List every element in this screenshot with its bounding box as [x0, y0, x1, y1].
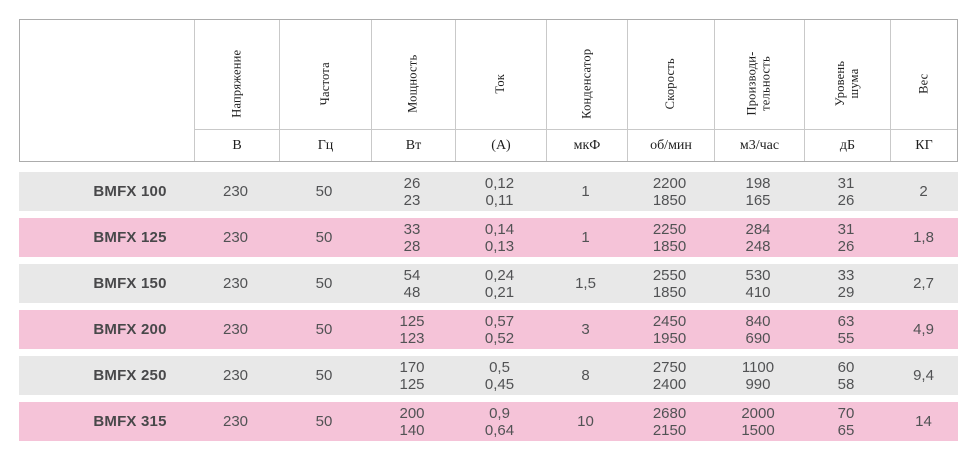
column-header-label: Вес	[916, 73, 931, 94]
unit-cell: В	[194, 129, 279, 161]
model-cell: BMFX 100	[93, 183, 167, 200]
model-cell: BMFX 315	[93, 413, 167, 430]
value-cell: 2250 1850	[652, 220, 687, 255]
column-header-label: Мощность	[405, 54, 420, 113]
value-cell: 2450 1950	[652, 312, 687, 347]
column-header-label: Частота	[317, 61, 332, 106]
value-cell: 0,9 0,64	[484, 404, 515, 439]
value-cell: 200 140	[399, 404, 425, 439]
unit-cell: об/мин	[627, 129, 714, 161]
column-header-cell: Вес	[890, 20, 957, 129]
table-row: BMFX 200 230 50 125 123 0,57 0,52 3 2450 1950 8…	[19, 310, 958, 349]
value-cell: 1	[581, 183, 590, 200]
value-cell: 2	[919, 183, 928, 200]
column-header-cell: Напряжение	[194, 20, 279, 129]
column-header-cell: Производи- тельность	[714, 20, 804, 129]
value-cell: 230	[222, 229, 249, 246]
value-cell: 3	[581, 321, 590, 338]
table-row: BMFX 150 230 50 54 48 0,24 0,21 1,5 2550 1850 5…	[19, 264, 958, 303]
model-cell: BMFX 150	[93, 275, 167, 292]
value-cell: 33 29	[837, 266, 855, 301]
value-cell: 2200 1850	[652, 174, 687, 209]
unit-cell: (А)	[455, 129, 546, 161]
value-cell: 60 58	[837, 358, 855, 393]
table-body: BMFX 100 230 50 26 23 0,12 0,11 1 2200 1850 198…	[19, 172, 958, 448]
value-cell: 284 248	[745, 220, 771, 255]
column-header-label: Конденсатор	[579, 48, 594, 119]
value-cell: 26 23	[403, 174, 421, 209]
value-cell: 70 65	[837, 404, 855, 439]
value-cell: 0,14 0,13	[484, 220, 515, 255]
column-header-cell: Частота	[279, 20, 371, 129]
value-cell: 230	[222, 275, 249, 292]
value-cell: 31 26	[837, 174, 855, 209]
value-cell: 125 123	[399, 312, 425, 347]
value-cell: 14	[915, 413, 932, 430]
column-header-label: Ток	[493, 73, 508, 94]
value-cell: 8	[581, 367, 590, 384]
value-cell: 50	[315, 275, 333, 292]
value-cell: 2,7	[913, 275, 934, 292]
value-cell: 50	[315, 367, 333, 384]
value-cell: 230	[222, 413, 249, 430]
value-cell: 198 165	[745, 174, 771, 209]
unit-cell: дБ	[804, 129, 890, 161]
column-header-label: Скорость	[663, 57, 678, 110]
column-header-cell: Уровень шума	[804, 20, 890, 129]
value-cell: 230	[222, 367, 249, 384]
value-cell: 9,4	[913, 367, 934, 384]
column-header-cell: Конденсатор	[546, 20, 627, 129]
value-cell: 50	[315, 183, 333, 200]
value-cell: 530 410	[745, 266, 771, 301]
value-cell: 33 28	[403, 220, 421, 255]
column-header-cell: Ток	[455, 20, 546, 129]
value-cell: 230	[222, 183, 249, 200]
value-cell: 0,24 0,21	[484, 266, 515, 301]
column-header-label: Производи- тельность	[744, 51, 773, 116]
column-header-label: Напряжение	[229, 49, 244, 118]
model-cell: BMFX 250	[93, 367, 167, 384]
value-cell: 2000 1500	[741, 404, 775, 439]
value-cell: 1,8	[913, 229, 934, 246]
unit-cell: Гц	[279, 129, 371, 161]
table-header: Напряжение Частота Мощность Ток Конденсатор С…	[19, 19, 958, 162]
value-cell: 63 55	[837, 312, 855, 347]
unit-cell: мкФ	[546, 129, 627, 161]
value-cell: 170 125	[399, 358, 425, 393]
model-cell: BMFX 125	[93, 229, 167, 246]
column-header-label: Уровень шума	[832, 60, 861, 107]
unit-cell: Вт	[371, 129, 455, 161]
value-cell: 0,12 0,11	[484, 174, 515, 209]
value-cell: 1,5	[575, 275, 596, 292]
unit-cell: м3/час	[714, 129, 804, 161]
table-row: BMFX 315 230 50 200 140 0,9 0,64 10 2680 2150 2…	[19, 402, 958, 441]
value-cell: 0,5 0,45	[484, 358, 515, 393]
table-row: BMFX 125 230 50 33 28 0,14 0,13 1 2250 1850 284…	[19, 218, 958, 257]
value-cell: 840 690	[745, 312, 771, 347]
value-cell: 50	[315, 321, 333, 338]
corner-cell	[20, 20, 194, 161]
table-row: BMFX 100 230 50 26 23 0,12 0,11 1 2200 1850 198…	[19, 172, 958, 211]
table-row: BMFX 250 230 50 170 125 0,5 0,45 8 2750 2400 11…	[19, 356, 958, 395]
value-cell: 50	[315, 413, 333, 430]
value-cell: 1100 990	[741, 358, 775, 393]
value-cell: 50	[315, 229, 333, 246]
value-cell: 0,57 0,52	[484, 312, 515, 347]
unit-cell: КГ	[890, 129, 957, 161]
value-cell: 4,9	[913, 321, 934, 338]
value-cell: 54 48	[403, 266, 421, 301]
value-cell: 10	[577, 413, 594, 430]
value-cell: 2550 1850	[652, 266, 687, 301]
value-cell: 1	[581, 229, 590, 246]
model-cell: BMFX 200	[93, 321, 167, 338]
column-header-cell: Мощность	[371, 20, 455, 129]
value-cell: 230	[222, 321, 249, 338]
value-cell: 2750 2400	[652, 358, 687, 393]
value-cell: 31 26	[837, 220, 855, 255]
column-header-cell: Скорость	[627, 20, 714, 129]
value-cell: 2680 2150	[652, 404, 687, 439]
